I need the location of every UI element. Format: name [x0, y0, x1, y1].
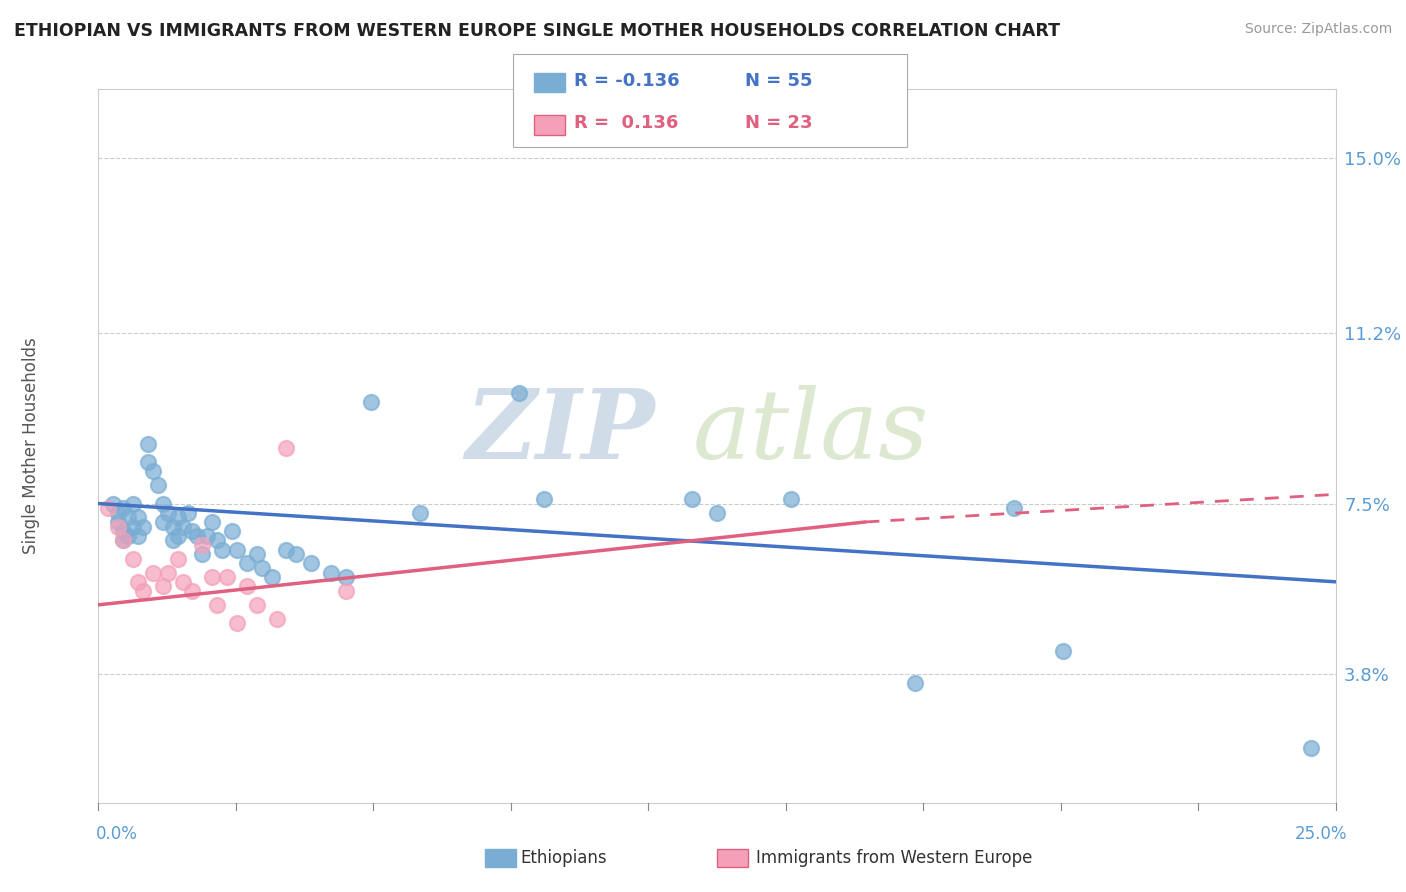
- Point: [211, 542, 233, 557]
- Point: [117, 529, 139, 543]
- Text: ZIP: ZIP: [465, 384, 655, 479]
- Point: [127, 529, 149, 543]
- Point: [132, 584, 155, 599]
- Point: [205, 598, 228, 612]
- Point: [146, 478, 169, 492]
- Point: [236, 557, 259, 571]
- Point: [706, 506, 728, 520]
- Point: [97, 501, 120, 516]
- Point: [176, 506, 198, 520]
- Point: [1299, 740, 1322, 755]
- Point: [107, 506, 129, 520]
- Point: [780, 491, 803, 506]
- Text: atlas: atlas: [692, 384, 928, 479]
- Point: [156, 566, 179, 580]
- Point: [246, 547, 269, 561]
- Point: [136, 455, 159, 469]
- Point: [127, 510, 149, 524]
- Point: [107, 515, 129, 529]
- Point: [1052, 644, 1074, 658]
- Point: [409, 506, 432, 520]
- Point: [181, 584, 204, 599]
- Point: [156, 506, 179, 520]
- Point: [236, 579, 259, 593]
- Point: [508, 386, 530, 401]
- Point: [152, 515, 174, 529]
- Point: [250, 561, 273, 575]
- Point: [122, 519, 145, 533]
- Point: [122, 497, 145, 511]
- Text: N = 23: N = 23: [745, 114, 813, 132]
- Point: [360, 395, 382, 409]
- Text: R = -0.136: R = -0.136: [574, 72, 679, 90]
- Point: [191, 538, 214, 552]
- Point: [276, 542, 298, 557]
- Text: 0.0%: 0.0%: [96, 825, 138, 843]
- Point: [166, 510, 188, 524]
- Point: [172, 574, 194, 589]
- Point: [681, 491, 703, 506]
- Text: Ethiopians: Ethiopians: [520, 849, 607, 867]
- Point: [195, 529, 218, 543]
- Point: [335, 584, 357, 599]
- Point: [112, 501, 135, 516]
- Point: [162, 533, 184, 548]
- Point: [201, 570, 224, 584]
- Text: Single Mother Households: Single Mother Households: [22, 338, 39, 554]
- Point: [103, 497, 125, 511]
- Point: [226, 616, 249, 631]
- Point: [112, 533, 135, 548]
- Point: [136, 436, 159, 450]
- Point: [335, 570, 357, 584]
- Text: Immigrants from Western Europe: Immigrants from Western Europe: [756, 849, 1033, 867]
- Point: [246, 598, 269, 612]
- Point: [172, 519, 194, 533]
- Point: [285, 547, 308, 561]
- Point: [205, 533, 228, 548]
- Point: [132, 519, 155, 533]
- Text: R =  0.136: R = 0.136: [574, 114, 678, 132]
- Point: [112, 533, 135, 548]
- Point: [117, 510, 139, 524]
- Point: [201, 515, 224, 529]
- Point: [181, 524, 204, 538]
- Point: [904, 676, 927, 690]
- Text: Source: ZipAtlas.com: Source: ZipAtlas.com: [1244, 22, 1392, 37]
- Point: [166, 551, 188, 566]
- Point: [1002, 501, 1025, 516]
- Point: [299, 557, 322, 571]
- Point: [186, 529, 208, 543]
- Point: [142, 464, 165, 478]
- Point: [319, 566, 342, 580]
- Point: [191, 547, 214, 561]
- Point: [107, 519, 129, 533]
- Text: N = 55: N = 55: [745, 72, 813, 90]
- Text: 25.0%: 25.0%: [1295, 825, 1347, 843]
- Point: [152, 497, 174, 511]
- Point: [152, 579, 174, 593]
- Point: [127, 574, 149, 589]
- Point: [122, 551, 145, 566]
- Point: [112, 524, 135, 538]
- Point: [142, 566, 165, 580]
- Point: [221, 524, 243, 538]
- Point: [266, 612, 288, 626]
- Point: [260, 570, 283, 584]
- Text: ETHIOPIAN VS IMMIGRANTS FROM WESTERN EUROPE SINGLE MOTHER HOUSEHOLDS CORRELATION: ETHIOPIAN VS IMMIGRANTS FROM WESTERN EUR…: [14, 22, 1060, 40]
- Point: [166, 529, 188, 543]
- Point: [226, 542, 249, 557]
- Point: [217, 570, 239, 584]
- Point: [276, 442, 298, 456]
- Point: [162, 519, 184, 533]
- Point: [533, 491, 555, 506]
